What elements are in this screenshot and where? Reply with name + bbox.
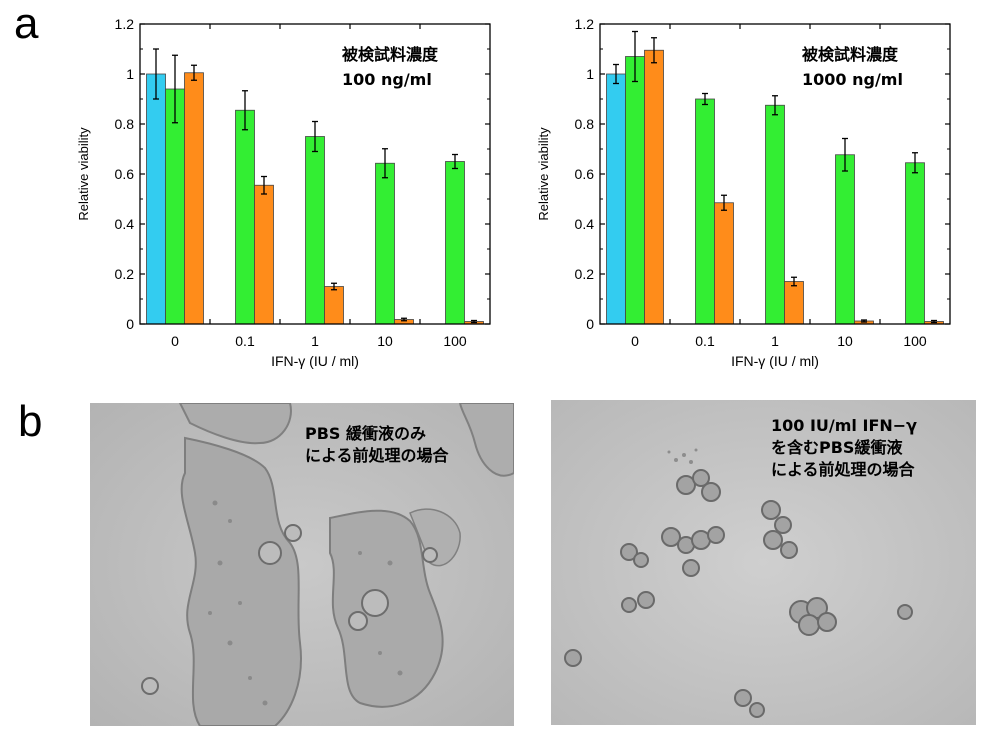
concentration-annotation: 被検試料濃度 [802, 45, 899, 64]
caption-line: を含むPBS緩衝液 [771, 438, 903, 457]
y-tick-label: 0 [586, 316, 594, 332]
x-tick-label: 10 [837, 333, 853, 349]
bar-green-0 [165, 88, 185, 325]
bar-green-10 [835, 154, 855, 325]
x-tick-label: 1 [311, 333, 319, 349]
micrograph-cells-sparse [551, 400, 976, 725]
micrograph-caption-right: 100 IU/ml IFN−γ を含むPBS緩衝液 による前処理の場合 [771, 415, 917, 481]
y-tick-label: 1 [126, 66, 134, 82]
viability-chart-1000ng: 0 0.2 0.4 0.6 0.8 1 1.2 0 0.1 1 10 100 IFN-γ (IU / m… [536, 16, 951, 369]
y-tick-label: 0.2 [115, 266, 135, 282]
micrograph-ifn-gamma: 100 IU/ml IFN−γ を含むPBS緩衝液 による前処理の場合 [551, 400, 976, 725]
x-axis-label: IFN-γ (IU / ml) [271, 353, 359, 369]
bar-orange-1 [784, 281, 804, 325]
concentration-annotation: 1000 ng/ml [802, 70, 903, 89]
micrograph-pbs-only: PBS 緩衝液のみ による前処理の場合 [90, 403, 514, 726]
y-tick-label: 0 [126, 316, 134, 332]
bar-green-0.1 [695, 98, 715, 325]
bar-green-100 [445, 161, 465, 325]
bar-orange-0 [184, 72, 204, 325]
y-tick-label: 0.6 [115, 166, 135, 182]
bar-orange-1 [324, 286, 344, 325]
bar-green-100 [905, 162, 925, 325]
x-tick-label: 1 [771, 333, 779, 349]
concentration-annotation: 100 ng/ml [342, 70, 432, 89]
x-tick-label: 0.1 [235, 333, 255, 349]
bar-blue-0 [606, 73, 626, 325]
bar-green-10 [375, 162, 395, 325]
panel-label-b: b [18, 397, 43, 446]
y-tick-label: 1.2 [115, 16, 135, 32]
x-tick-label: 100 [903, 333, 927, 349]
bar-orange-0 [644, 49, 664, 325]
caption-line: による前処理の場合 [771, 460, 915, 479]
micrograph-caption-left: PBS 緩衝液のみ による前処理の場合 [305, 423, 449, 467]
y-axis-label: Relative viability [76, 127, 91, 221]
bar-orange-0.1 [254, 184, 274, 325]
viability-chart-100ng: 0 0.2 0.4 0.6 0.8 1 1.2 0 0.1 1 10 100 IFN-γ (IU / m… [76, 16, 491, 369]
x-tick-label: 0.1 [695, 333, 715, 349]
bar-green-1 [765, 104, 785, 325]
y-tick-label: 1.2 [575, 16, 595, 32]
x-axis-label: IFN-γ (IU / ml) [731, 353, 819, 369]
panel-label-a: a [14, 0, 39, 48]
y-tick-label: 1 [586, 66, 594, 82]
concentration-annotation: 被検試料濃度 [342, 45, 439, 64]
bar-green-0.1 [235, 109, 255, 325]
y-tick-label: 0.4 [575, 216, 595, 232]
caption-line: PBS 緩衝液のみ [305, 424, 427, 443]
y-tick-label: 0.8 [115, 116, 135, 132]
y-tick-label: 0.8 [575, 116, 595, 132]
y-tick-label: 0.4 [115, 216, 135, 232]
bar-green-0 [625, 56, 645, 325]
x-tick-label: 0 [631, 333, 639, 349]
bar-green-1 [305, 136, 325, 325]
micrograph-cells-dense [90, 403, 514, 726]
bar-orange-0.1 [714, 202, 734, 325]
x-tick-label: 0 [171, 333, 179, 349]
caption-line: 100 IU/ml IFN−γ [771, 416, 918, 435]
y-tick-label: 0.6 [575, 166, 595, 182]
bar-blue-0 [146, 73, 166, 325]
y-tick-label: 0.2 [575, 266, 595, 282]
y-axis-label: Relative viability [536, 127, 551, 221]
x-tick-label: 100 [443, 333, 467, 349]
caption-line: による前処理の場合 [305, 446, 449, 465]
x-tick-label: 10 [377, 333, 393, 349]
